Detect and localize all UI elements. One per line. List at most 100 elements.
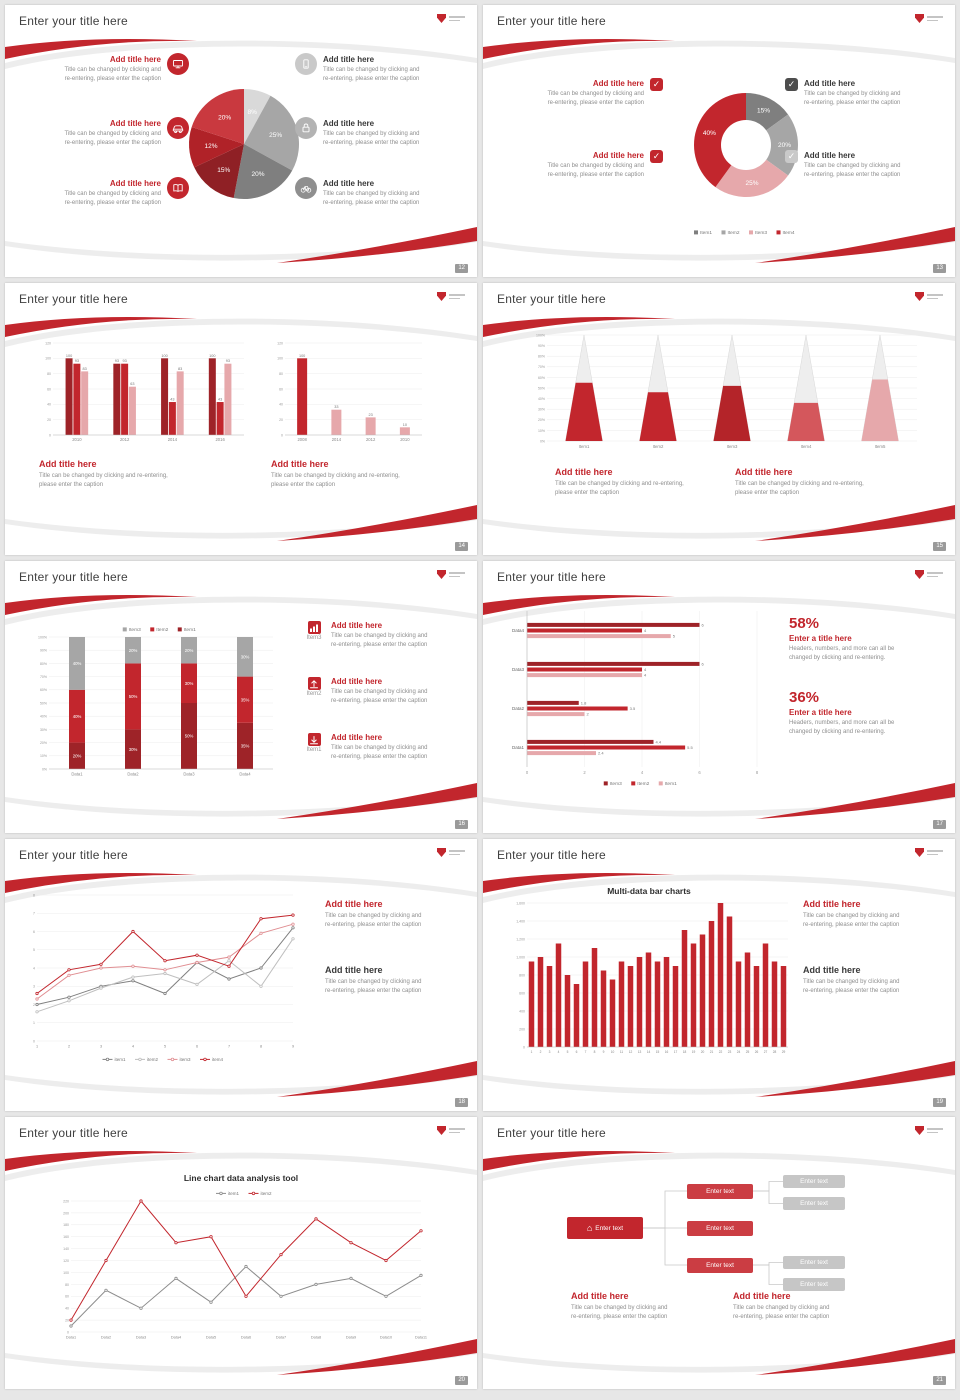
svg-text:2: 2 — [540, 1050, 542, 1054]
caption: Title can be changed by clicking and re-e… — [64, 131, 161, 146]
svg-text:2: 2 — [68, 1045, 70, 1049]
svg-text:2012: 2012 — [120, 437, 130, 442]
caption: Title can be changed by clicking and re-… — [555, 481, 684, 496]
slide-page-19[interactable]: Enter your title here Multi-data bar cha… — [483, 839, 955, 1111]
svg-text:63: 63 — [130, 382, 134, 386]
svg-text:60: 60 — [65, 1295, 69, 1299]
diagram-node: Enter text — [687, 1220, 753, 1236]
svg-text:13: 13 — [638, 1050, 642, 1054]
section-title: Add title here — [735, 467, 793, 477]
svg-text:20: 20 — [279, 418, 283, 422]
section-title: Add title here — [571, 1291, 629, 1301]
callout-title: Add title here — [109, 179, 161, 188]
svg-text:100: 100 — [299, 354, 305, 358]
callout-title: Add title here — [804, 151, 856, 160]
svg-text:20%: 20% — [218, 114, 231, 121]
slide-title: Enter your title here — [19, 1126, 128, 1140]
svg-text:60: 60 — [279, 387, 283, 391]
section-title: Add title here — [325, 965, 383, 975]
section-heading: Add title here Title can be changed by c… — [39, 459, 239, 490]
svg-text:2: 2 — [587, 712, 590, 717]
svg-text:4: 4 — [644, 628, 647, 633]
slide-page-17[interactable]: Enter your title here 0 2 4 6 8 6 4 5 Data4 6 4 4 Da… — [483, 561, 955, 833]
svg-text:Data5: Data5 — [206, 1336, 216, 1340]
svg-text:item2: item2 — [147, 1057, 159, 1062]
slide-page-20[interactable]: Enter your title here Line chart data an… — [5, 1117, 477, 1389]
svg-text:93: 93 — [115, 359, 119, 363]
callout-item: Add title here Title can be changed by c… — [9, 117, 189, 148]
svg-text:2008: 2008 — [297, 437, 307, 442]
svg-text:14: 14 — [647, 1050, 651, 1054]
section-heading: Add title here Title can be changed by c… — [735, 467, 925, 498]
svg-text:Data11: Data11 — [415, 1336, 427, 1340]
diagram-leaf-node: Enter text — [783, 1175, 845, 1188]
checkbox-checked-icon: ✓ — [785, 150, 798, 163]
logo-icon — [915, 848, 924, 857]
svg-text:8: 8 — [594, 1050, 596, 1054]
svg-text:11: 11 — [620, 1050, 624, 1054]
caption: Title can be changed by clicking and re-e… — [64, 67, 161, 82]
svg-text:Data2: Data2 — [512, 706, 525, 711]
slide-page-13[interactable]: Enter your title here 15% 20% 25% 40% Item1 I… — [483, 5, 955, 277]
svg-text:Item2: Item2 — [637, 781, 649, 787]
svg-text:Item1: Item1 — [579, 444, 590, 449]
caption: Headers, numbers, and more can all be cha… — [789, 720, 895, 735]
diagram-connectors — [643, 1181, 783, 1285]
svg-text:2: 2 — [583, 770, 586, 775]
stat-title: Enter a title here — [789, 708, 852, 717]
svg-text:20%: 20% — [538, 418, 545, 422]
caption: Title can be changed by clicking and re-e… — [323, 67, 420, 82]
svg-text:1.8: 1.8 — [581, 700, 587, 705]
svg-text:2010: 2010 — [400, 437, 410, 442]
checkbox-checked-icon: ✓ — [785, 78, 798, 91]
slide-page-16[interactable]: Enter your title here 0% 10% 20% 30% 40% 50% 6… — [5, 561, 477, 833]
svg-text:Data3: Data3 — [183, 772, 195, 777]
logo — [915, 292, 943, 301]
caption: Title can be changed by clicking and re-e… — [331, 689, 428, 704]
svg-text:120: 120 — [277, 341, 283, 345]
svg-text:8: 8 — [756, 770, 759, 775]
callout-item: ✓ Add title here Title can be changed by… — [785, 78, 949, 108]
svg-text:100%: 100% — [536, 333, 545, 337]
svg-text:27: 27 — [764, 1050, 768, 1054]
svg-text:22: 22 — [719, 1050, 723, 1054]
stat-percent: 58% — [789, 615, 820, 632]
svg-text:800: 800 — [519, 973, 525, 977]
item-label: Item2 — [306, 691, 322, 697]
svg-text:Item3: Item3 — [610, 781, 622, 787]
svg-text:80%: 80% — [40, 662, 47, 666]
caption: Title can be changed by clicking and re-… — [271, 473, 400, 488]
section-title: Add title here — [271, 459, 329, 469]
slide-page-15[interactable]: Enter your title here 0% 10% 20% 30% 40% 50% 6… — [483, 283, 955, 555]
upload-icon — [307, 677, 321, 690]
caption: Title can be changed by clicking and re-e… — [733, 1305, 830, 1320]
svg-text:20%: 20% — [40, 741, 47, 745]
logo-icon — [437, 14, 446, 23]
stat-percent: 36% — [789, 689, 820, 706]
callout-title: Add title here — [331, 677, 383, 686]
slide-page-21[interactable]: Enter your title here ⌂ Enter text Enter … — [483, 1117, 955, 1389]
logo-icon — [915, 570, 924, 579]
page-number: 20 — [455, 1376, 468, 1385]
svg-text:90%: 90% — [538, 344, 545, 348]
svg-text:30%: 30% — [129, 747, 138, 752]
svg-text:83: 83 — [83, 367, 87, 371]
slide-page-14[interactable]: Enter your title here 0 20 40 60 80 100 120 100… — [5, 283, 477, 555]
caption: Title can be changed by clicking and re-e… — [571, 1305, 668, 1320]
svg-text:20%: 20% — [778, 142, 791, 149]
svg-text:1,400: 1,400 — [516, 919, 525, 923]
logo — [437, 292, 465, 301]
page-number: 21 — [933, 1376, 946, 1385]
svg-text:Item4: Item4 — [783, 230, 795, 236]
cone-chart: 0% 10% 20% 30% 40% 50% 60% 70% 80% 90% 100% Item1 It… — [536, 333, 917, 449]
svg-text:50%: 50% — [40, 701, 47, 705]
svg-text:Item1: Item1 — [184, 627, 196, 633]
donut-chart: 15% 20% 25% 40% Item1 Item2 Item3 Item4 — [694, 93, 798, 236]
svg-text:Data2: Data2 — [127, 772, 139, 777]
slide-page-12[interactable]: Enter your title here 8% 25% 20% 15% 12% 20% … — [5, 5, 477, 277]
caption: Title can be changed by clicking and re-e… — [803, 979, 900, 994]
section-heading: Add title here Title can be changed by c… — [803, 965, 948, 996]
